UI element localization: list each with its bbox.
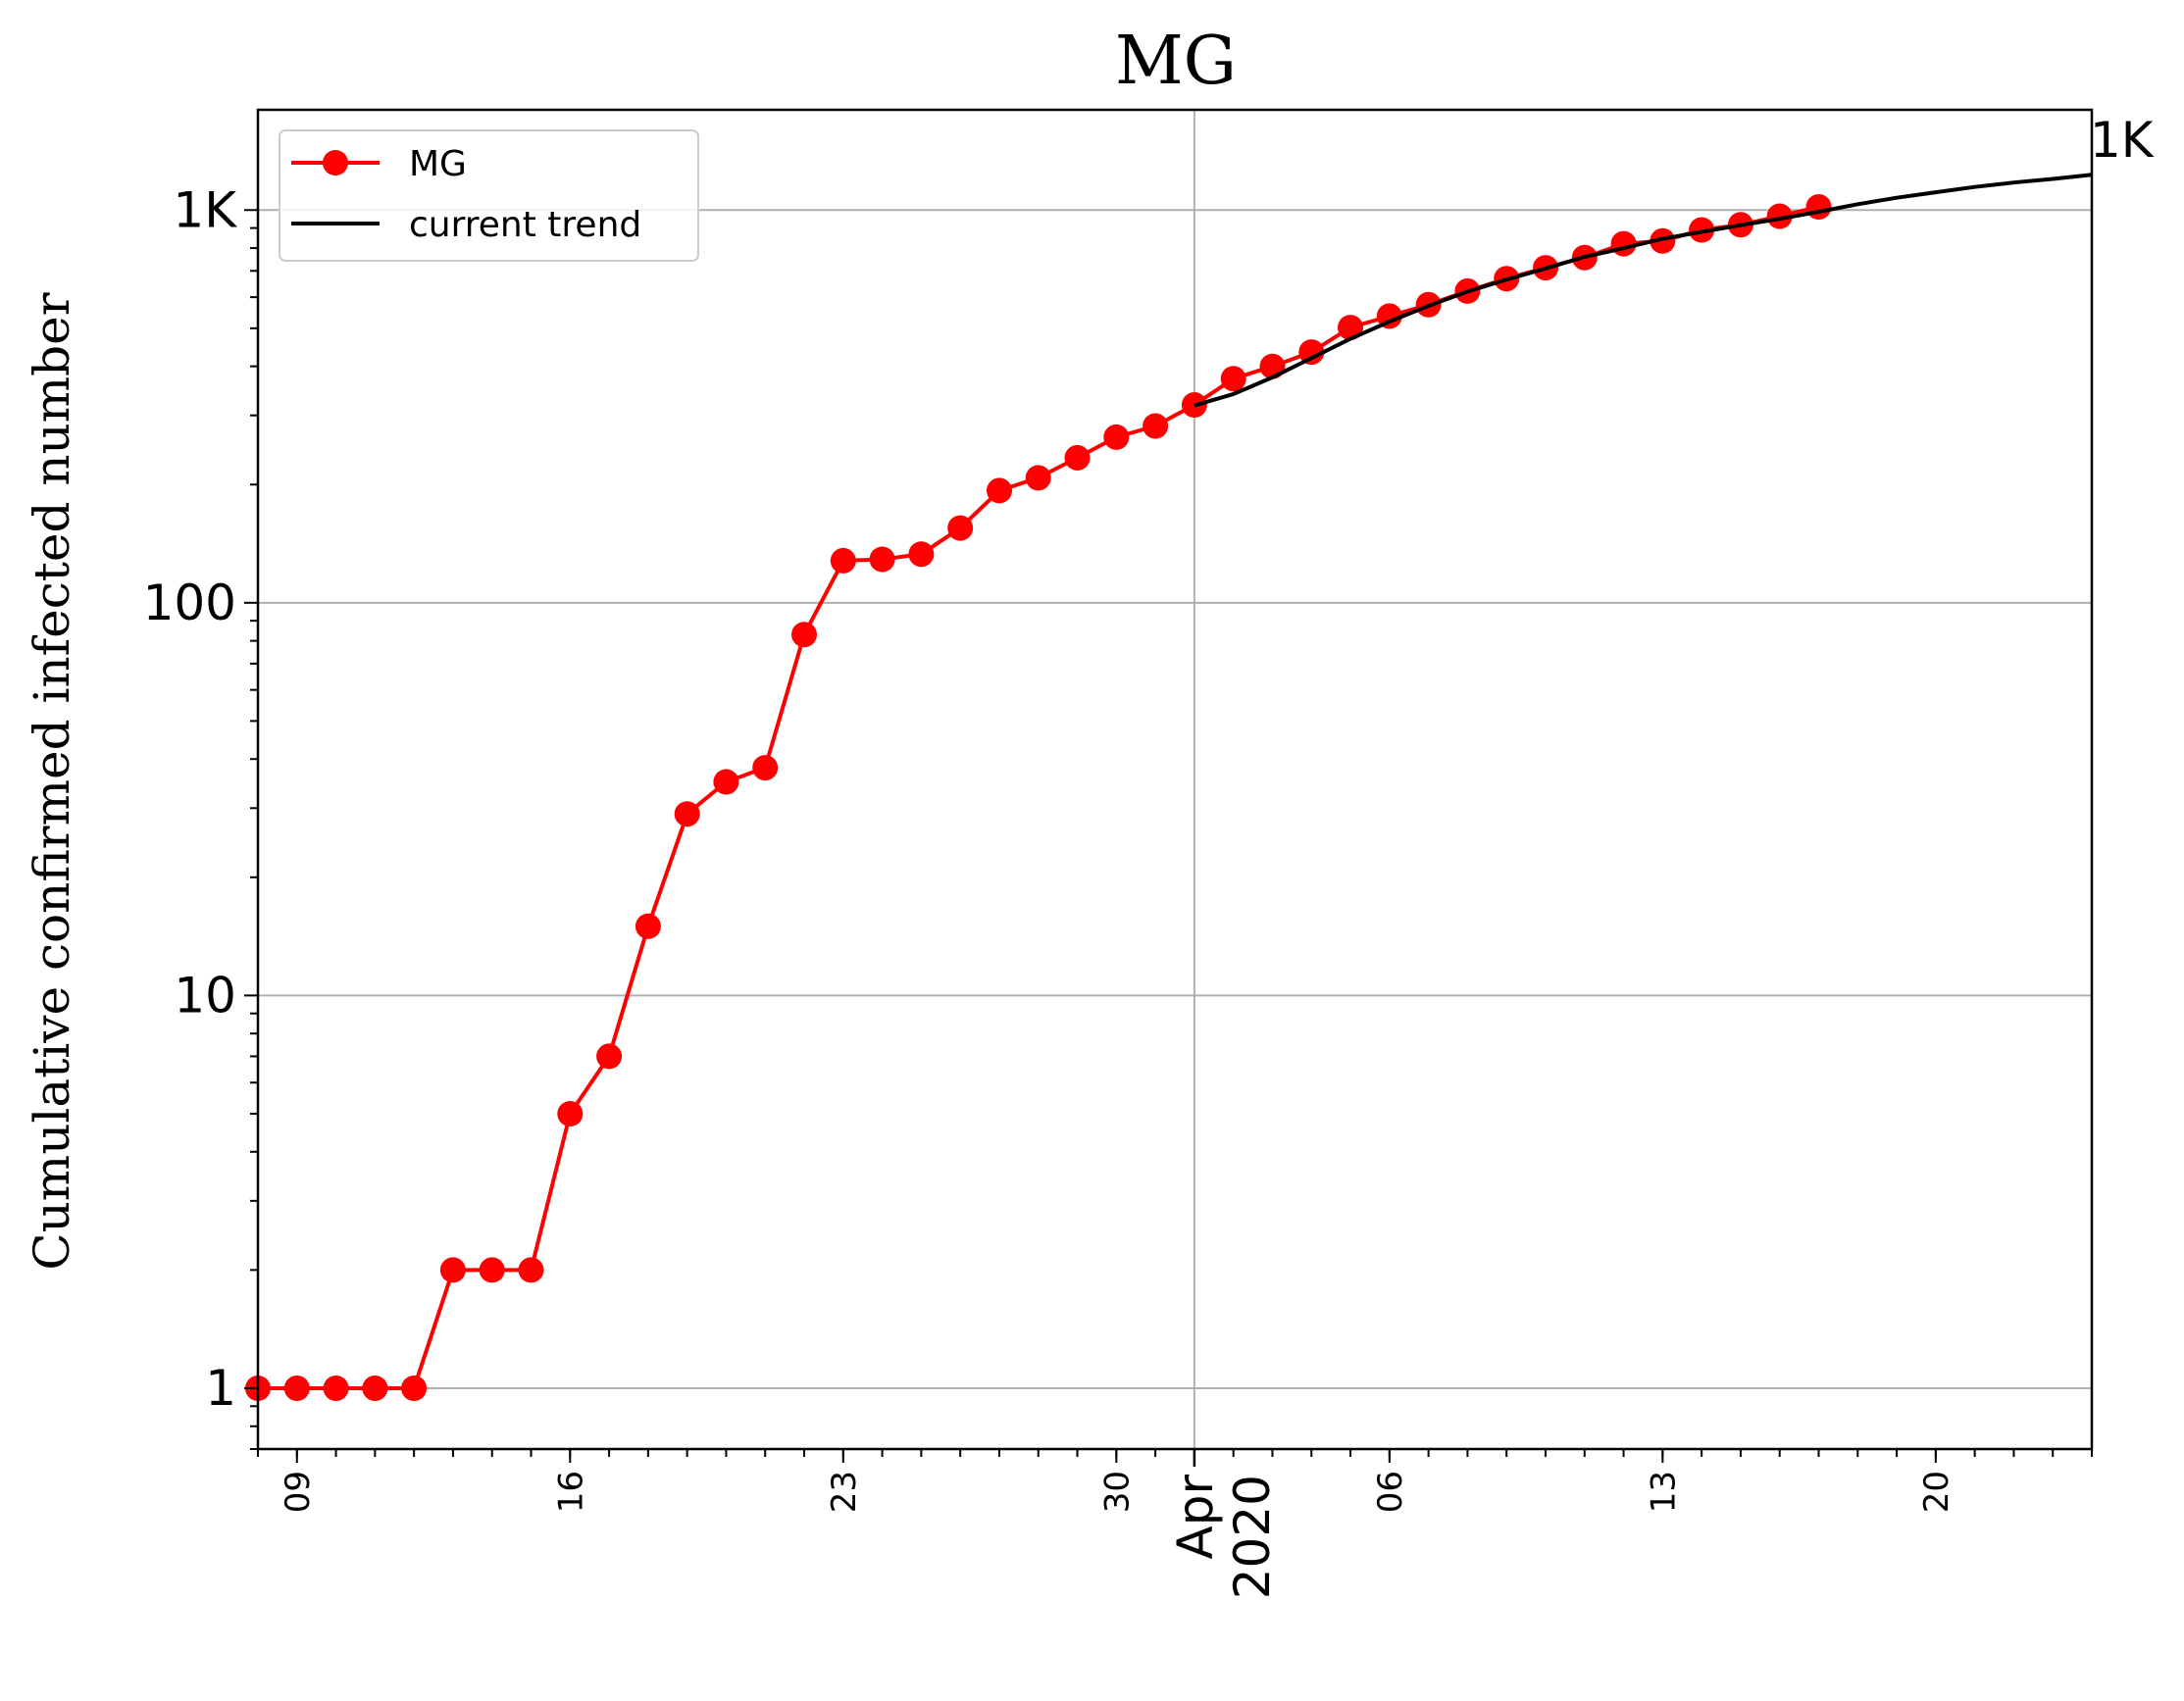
series-layer (245, 173, 2093, 1401)
data-point (987, 477, 1012, 504)
data-point (791, 622, 817, 648)
x-tick-label: 13 (1644, 1471, 1683, 1513)
data-point (596, 1043, 623, 1070)
legend-marker-mg (323, 150, 348, 175)
series-line-1 (1194, 173, 2093, 408)
axes: 1 10 100 1K 09 16 23 30 06 13 20 Apr 2020 (143, 108, 2094, 1599)
data-point (479, 1257, 505, 1283)
data-point (518, 1257, 544, 1283)
x-tick-label: 23 (825, 1471, 864, 1513)
data-point (283, 1376, 310, 1401)
data-point (401, 1376, 428, 1401)
end-annotation: 1K (2090, 112, 2155, 169)
data-point (362, 1376, 388, 1401)
legend-label-current-trend: current trend (409, 205, 641, 245)
data-point (908, 541, 935, 568)
data-point (1025, 465, 1051, 491)
data-point (947, 515, 974, 541)
data-point (323, 1376, 349, 1401)
data-point (1064, 444, 1091, 471)
y-tick-label: 1K (173, 181, 237, 238)
data-point (1298, 339, 1325, 366)
x-major-tick-label-year: 2020 (1224, 1475, 1281, 1599)
data-point (830, 547, 856, 574)
y-tick-label: 100 (143, 575, 236, 631)
legend: MG current trend (279, 129, 699, 262)
data-point (869, 546, 895, 573)
x-tick-label: 09 (279, 1471, 318, 1513)
data-point (1805, 194, 1832, 220)
x-major-tick-label-month: Apr (1167, 1475, 1224, 1560)
x-tick-label: 16 (551, 1471, 590, 1513)
plot-frame (256, 108, 2094, 1451)
chart-title: MG (1115, 23, 1237, 100)
data-point (1650, 227, 1676, 254)
y-tick-label: 10 (174, 967, 236, 1024)
data-point (1220, 366, 1246, 392)
y-axis-label: Cumulative confirmed infected number (24, 292, 80, 1270)
x-tick-label: 20 (1917, 1471, 1956, 1513)
data-point (1766, 203, 1793, 229)
data-point (1143, 413, 1169, 439)
data-point (635, 913, 661, 939)
legend-label-mg: MG (409, 144, 467, 184)
data-point (674, 801, 700, 827)
x-tick-label: 30 (1097, 1471, 1137, 1513)
data-point (1103, 424, 1130, 450)
y-tick-label: 1 (205, 1360, 236, 1417)
data-point (557, 1101, 584, 1126)
data-point (713, 769, 739, 795)
data-point (752, 755, 779, 781)
x-tick-label: 06 (1371, 1471, 1410, 1513)
data-point (1610, 230, 1637, 257)
legend-box (279, 129, 699, 262)
data-point (439, 1257, 466, 1283)
